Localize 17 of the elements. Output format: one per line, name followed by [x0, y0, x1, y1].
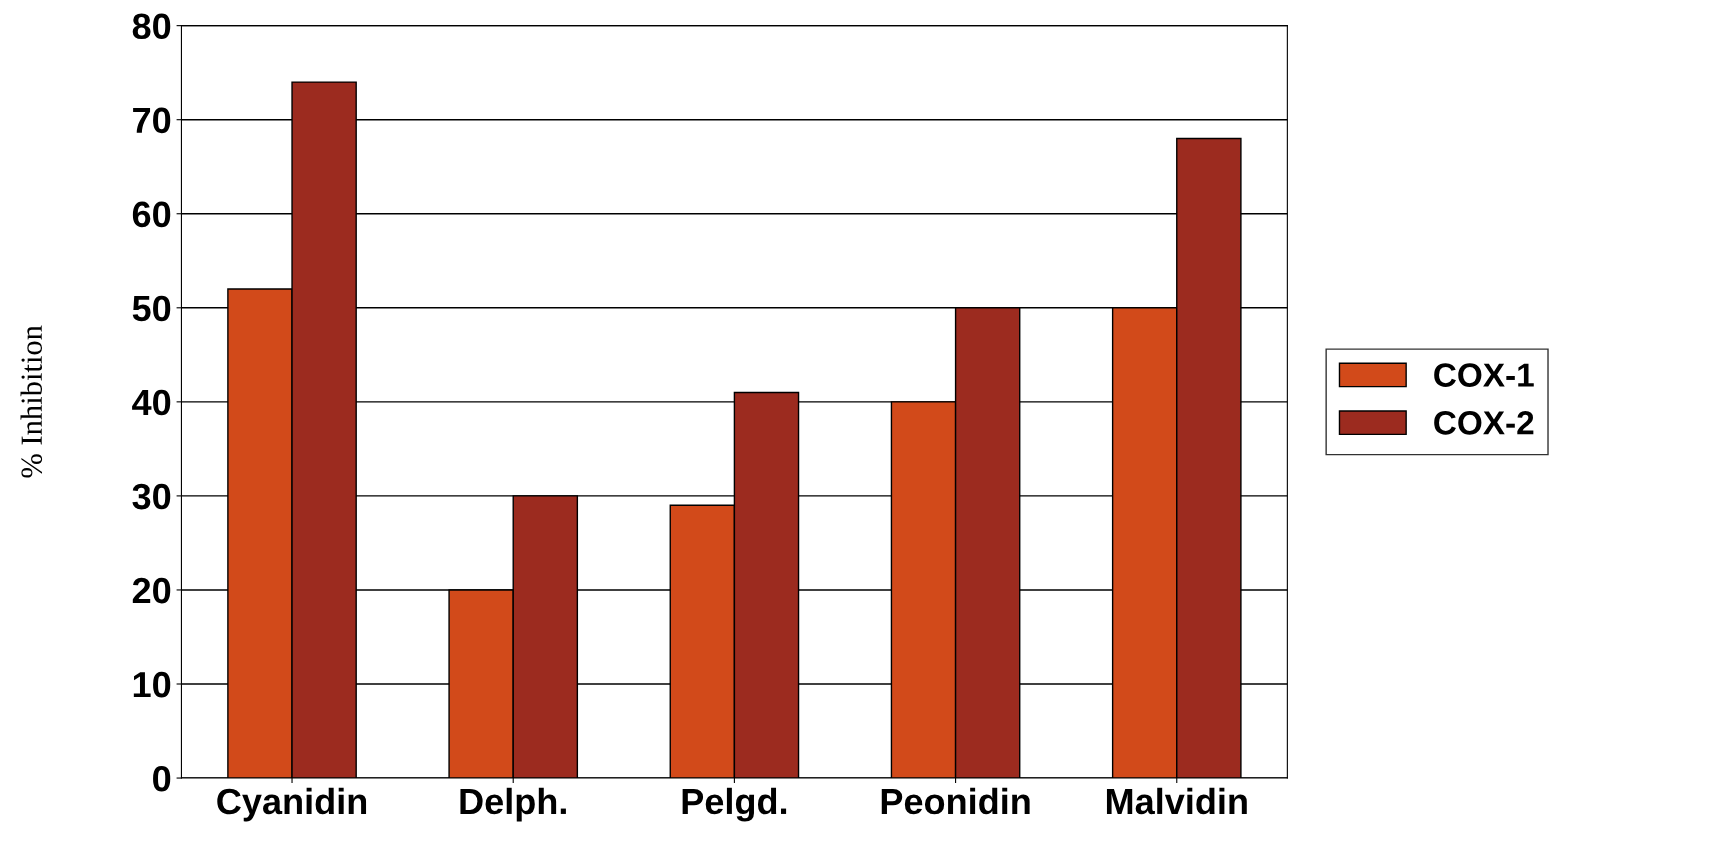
y-tick-label: 0	[153, 765, 171, 792]
y-tick-label: 20	[132, 577, 171, 604]
y-tick-label: 40	[132, 389, 171, 416]
y-tick-label: 50	[132, 295, 171, 322]
x-tick-label: Delph.	[460, 787, 566, 822]
x-tick-label: Cyanidin	[217, 787, 367, 822]
x-tick-label: Pelgd.	[682, 787, 787, 822]
x-tick-label: Malvidin	[1106, 787, 1247, 815]
x-tick-label: Peonidin	[881, 787, 1030, 815]
y-tick-label: 60	[132, 201, 171, 228]
y-tick-label: 80	[132, 13, 171, 40]
y-tick-label: 30	[132, 483, 171, 510]
y-tick-label: 70	[133, 107, 171, 134]
legend-label: COX-2	[1434, 411, 1534, 435]
y-axis-title: % Inhibition	[20, 325, 43, 478]
y-tick-label: 10	[133, 671, 171, 698]
legend-label: COX-1	[1434, 363, 1534, 387]
